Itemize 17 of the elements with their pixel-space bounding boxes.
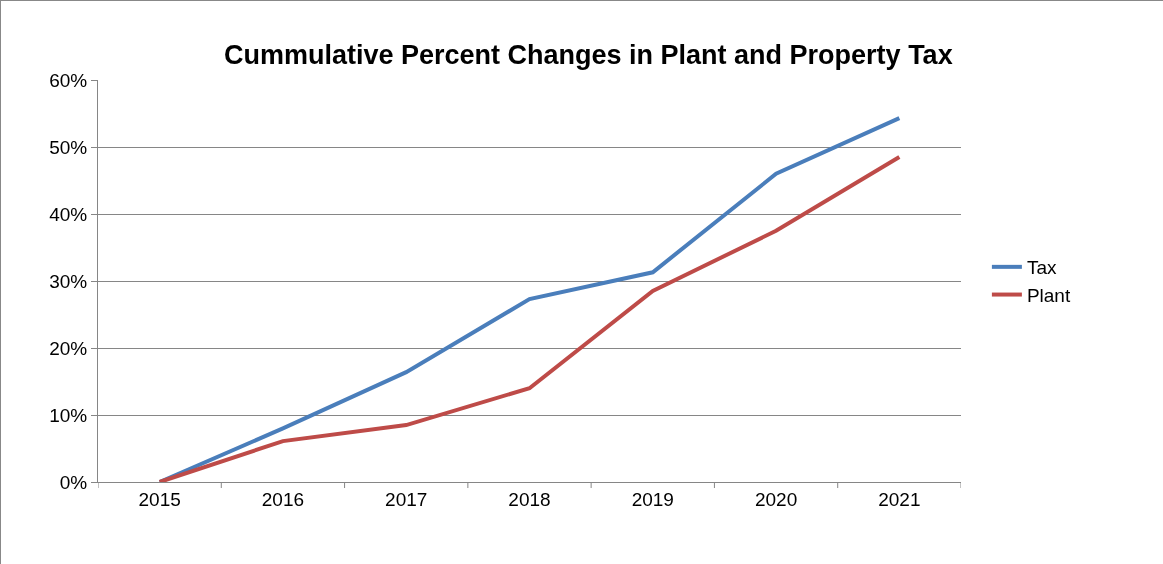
x-tick-label: 2016	[261, 488, 305, 510]
y-tick-label: 0%	[59, 471, 88, 493]
x-tick-label: 2018	[508, 488, 551, 510]
y-tick-label: 50%	[49, 136, 88, 158]
legend-label: Plant	[1026, 284, 1071, 306]
x-tick-label: 2019	[631, 488, 674, 510]
chart-title: Cummulative Percent Changes in Plant and Property Tax	[223, 40, 953, 71]
y-tick-label: 10%	[49, 404, 88, 426]
y-tick-label: 40%	[49, 203, 88, 225]
x-tick-label: 2020	[754, 488, 798, 510]
y-tick-label: 30%	[49, 270, 88, 292]
x-tick-label: 2015	[138, 488, 181, 510]
x-tick-label: 2017	[385, 488, 428, 510]
legend-label: Tax	[1026, 257, 1057, 279]
y-tick-label: 20%	[49, 337, 88, 359]
y-tick-label: 60%	[49, 69, 88, 91]
x-tick-label: 2021	[878, 488, 921, 510]
